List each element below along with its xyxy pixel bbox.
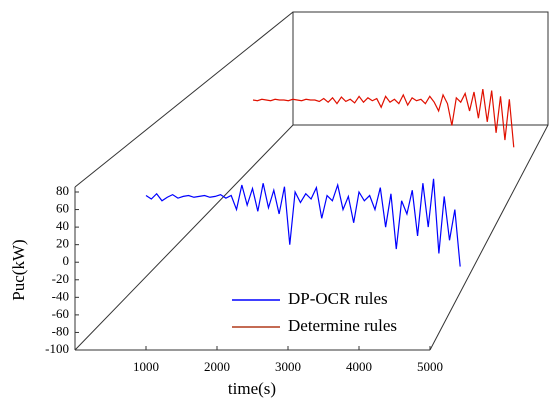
x-tick-label: 4000 — [346, 359, 372, 374]
x-tick-label: 1000 — [133, 359, 159, 374]
y-axis-label: Puc(kW) — [9, 239, 28, 300]
series-line — [252, 88, 515, 148]
x-axis-label: time(s) — [228, 379, 276, 398]
x-tick-label: 3000 — [275, 359, 301, 374]
y-tick-label: 20 — [56, 236, 69, 251]
y-tick-label: 80 — [56, 183, 69, 198]
frame-edge — [429, 124, 549, 351]
y-tick-label: 40 — [56, 218, 69, 233]
back-plane — [292, 11, 549, 126]
y-tick-label: -20 — [52, 271, 69, 286]
legend-label: DP-OCR rules — [288, 289, 388, 308]
frame-edge — [74, 124, 294, 351]
y-tick-label: 0 — [63, 253, 70, 268]
y-tick-label: 60 — [56, 201, 69, 216]
frame-edge — [74, 11, 294, 188]
x-tick-label: 2000 — [204, 359, 230, 374]
x-tick-label: 5000 — [417, 359, 443, 374]
y-tick-label: -80 — [52, 323, 69, 338]
y-tick-label: -60 — [52, 306, 69, 321]
frame — [74, 11, 549, 351]
series-line — [145, 178, 461, 267]
legend-label: Determine rules — [288, 316, 397, 335]
y-tick-label: -40 — [52, 288, 69, 303]
y-tick-label: -100 — [45, 341, 69, 356]
